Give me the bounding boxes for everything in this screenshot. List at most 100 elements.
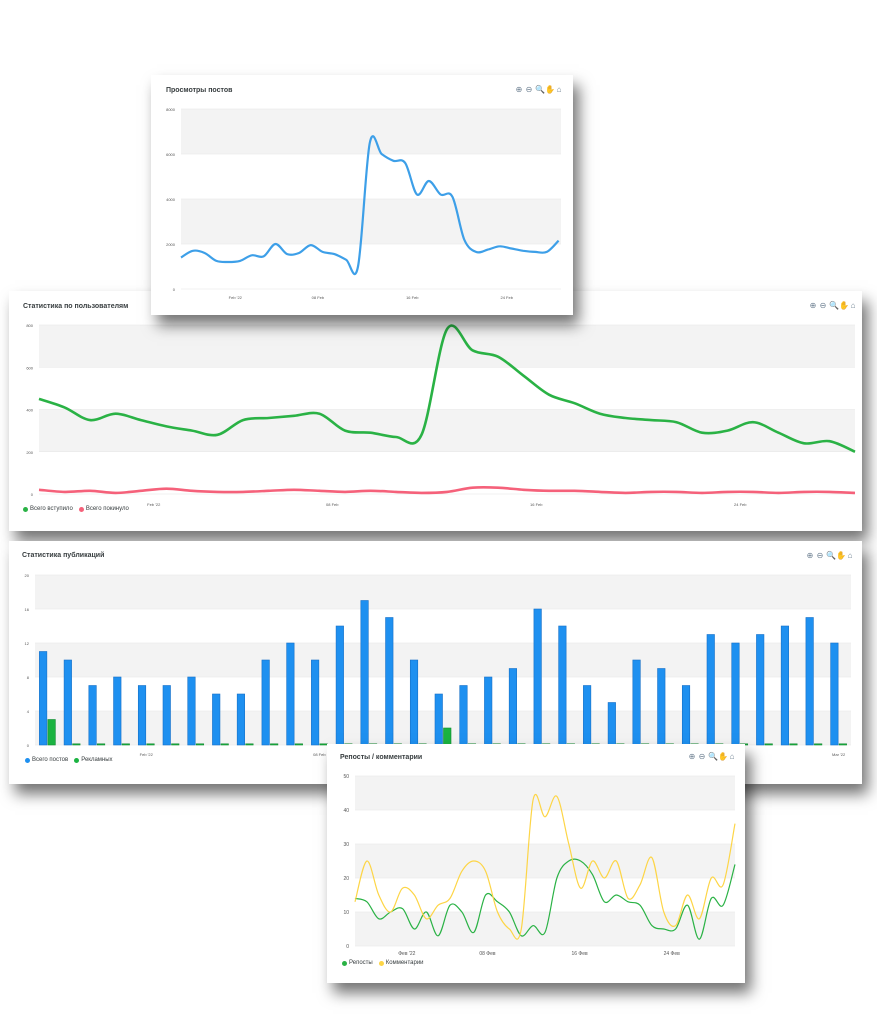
- publications-bar[interactable]: [756, 634, 765, 746]
- publications-bar[interactable]: [146, 743, 155, 746]
- views-chart-title: Просмотры постов: [166, 87, 233, 94]
- publications-bar[interactable]: [681, 685, 691, 746]
- users-x-tick-label: Feb '22: [147, 502, 161, 507]
- publications-bar[interactable]: [434, 693, 443, 746]
- publications-bar[interactable]: [731, 642, 740, 746]
- publications-bar[interactable]: [47, 719, 56, 746]
- publications-bar[interactable]: [121, 743, 130, 746]
- zoom-out-icon[interactable]: ⊖: [698, 752, 706, 761]
- publications-bar[interactable]: [97, 743, 106, 746]
- publications-bar[interactable]: [780, 625, 789, 746]
- publications-bar[interactable]: [220, 743, 229, 746]
- zoom-out-icon[interactable]: ⊖: [819, 301, 827, 310]
- reposts-y-tick-label: 50: [343, 774, 349, 780]
- publications-bar[interactable]: [814, 743, 823, 746]
- home-reset-icon[interactable]: ⌂: [847, 551, 853, 560]
- home-reset-icon[interactable]: ⌂: [556, 85, 562, 94]
- publications-bar[interactable]: [459, 685, 468, 746]
- publications-bar[interactable]: [607, 702, 616, 746]
- publications-bar[interactable]: [409, 659, 419, 746]
- publications-bar[interactable]: [311, 659, 320, 746]
- publications-bar[interactable]: [137, 685, 147, 746]
- users-y-tick-label: 600: [26, 365, 33, 370]
- publications-bar[interactable]: [558, 625, 567, 746]
- publications-bar[interactable]: [533, 608, 542, 746]
- publications-bar[interactable]: [171, 743, 180, 746]
- publications-bar[interactable]: [360, 600, 369, 746]
- reposts-series-line[interactable]: [354, 858, 736, 940]
- publications-bar[interactable]: [508, 668, 517, 746]
- pan-hand-icon[interactable]: ✋: [836, 551, 846, 560]
- reposts-chart-card: Репосты / комментарии ⊕ ⊖ 🔍 ✋ ⌂ 0 10 20 30 40 50 Ф…: [327, 744, 745, 983]
- publications-bar[interactable]: [162, 685, 171, 746]
- zoom-out-icon[interactable]: ⊖: [816, 551, 824, 560]
- publications-legend-item[interactable]: Всего постов: [25, 757, 68, 763]
- reposts-legend-item[interactable]: Репосты: [342, 960, 373, 966]
- pan-hand-icon[interactable]: ✋: [718, 752, 728, 761]
- publications-bar[interactable]: [270, 743, 279, 746]
- home-reset-icon[interactable]: ⌂: [850, 301, 856, 310]
- zoom-out-icon[interactable]: ⊖: [525, 85, 533, 94]
- users-legend-item[interactable]: Всего покинуло: [78, 506, 129, 512]
- pan-hand-icon[interactable]: ✋: [839, 301, 849, 310]
- home-reset-icon[interactable]: ⌂: [729, 752, 735, 761]
- publications-bar[interactable]: [443, 727, 452, 746]
- reposts-x-tick-label: Фев '22: [398, 951, 415, 957]
- publications-legend-item[interactable]: Рекламных: [74, 757, 113, 763]
- publications-bar[interactable]: [245, 743, 254, 746]
- publications-bar[interactable]: [789, 743, 798, 746]
- search-zoom-icon[interactable]: 🔍: [826, 551, 836, 560]
- publications-bar[interactable]: [88, 685, 97, 746]
- publications-bar[interactable]: [657, 668, 666, 746]
- zoom-in-icon[interactable]: ⊕: [515, 85, 523, 94]
- publications-bar[interactable]: [706, 634, 715, 746]
- publications-y-tick-label: 4: [27, 709, 30, 714]
- publications-chart-card: Статистика публикаций ⊕ ⊖ 🔍 ✋ ⌂ 0 4 8 12 16 20 Feb…: [9, 541, 862, 784]
- publications-bar[interactable]: [484, 676, 493, 746]
- reposts-legend-item[interactable]: Комментарии: [378, 960, 424, 966]
- pan-hand-icon[interactable]: ✋: [545, 85, 555, 94]
- publications-bar[interactable]: [113, 676, 122, 746]
- reposts-y-tick-label: 30: [343, 842, 349, 848]
- publications-bar[interactable]: [236, 693, 245, 746]
- publications-bar[interactable]: [261, 659, 270, 746]
- publications-grid-band: [35, 643, 851, 677]
- zoom-in-icon[interactable]: ⊕: [688, 752, 696, 761]
- zoom-in-icon[interactable]: ⊕: [806, 551, 814, 560]
- search-zoom-icon[interactable]: 🔍: [829, 301, 839, 310]
- publications-bar[interactable]: [212, 693, 221, 746]
- publications-bar[interactable]: [335, 625, 344, 746]
- publications-bar[interactable]: [385, 617, 394, 746]
- publications-bar[interactable]: [830, 642, 839, 746]
- publications-grid-band: [35, 575, 851, 609]
- publications-bar[interactable]: [838, 743, 847, 746]
- users-x-tick-label: 24 Feb: [734, 502, 747, 507]
- search-zoom-icon[interactable]: 🔍: [708, 752, 718, 761]
- publications-bar[interactable]: [583, 685, 592, 746]
- zoom-in-icon[interactable]: ⊕: [809, 301, 817, 310]
- publications-bar[interactable]: [63, 659, 72, 746]
- publications-bar[interactable]: [294, 743, 303, 746]
- reposts-chart-svg: 0 10 20 30 40 50 Фев '22 08 Фев 16 Фев 24 Фев: [343, 774, 736, 957]
- views-y-tick-label: 4000: [166, 197, 176, 202]
- reposts-y-tick-label: 0: [346, 944, 349, 950]
- publications-bar[interactable]: [764, 743, 773, 746]
- views-series-line[interactable]: [180, 135, 560, 276]
- reposts-x-tick-label: 08 Фев: [479, 951, 496, 957]
- search-zoom-icon[interactable]: 🔍: [535, 85, 545, 94]
- publications-bar[interactable]: [632, 659, 641, 746]
- users-legend-item[interactable]: Всего вступило: [23, 506, 73, 512]
- users-series-line[interactable]: [38, 485, 856, 495]
- publications-bar[interactable]: [195, 743, 205, 746]
- publications-bar[interactable]: [286, 642, 295, 746]
- publications-bar[interactable]: [187, 676, 196, 746]
- users-series-line[interactable]: [38, 324, 856, 453]
- publications-bar[interactable]: [39, 651, 48, 746]
- publications-legend-label: Всего постов: [32, 757, 69, 763]
- publications-bar[interactable]: [805, 617, 814, 746]
- reposts-chart-toolbar: ⊕ ⊖ 🔍 ✋ ⌂: [688, 753, 736, 761]
- publications-chart-toolbar: ⊕ ⊖ 🔍 ✋ ⌂: [806, 552, 854, 560]
- reposts-series-line[interactable]: [354, 794, 736, 940]
- publications-x-tick-label: Feb '22: [140, 752, 154, 757]
- publications-bar[interactable]: [72, 743, 81, 746]
